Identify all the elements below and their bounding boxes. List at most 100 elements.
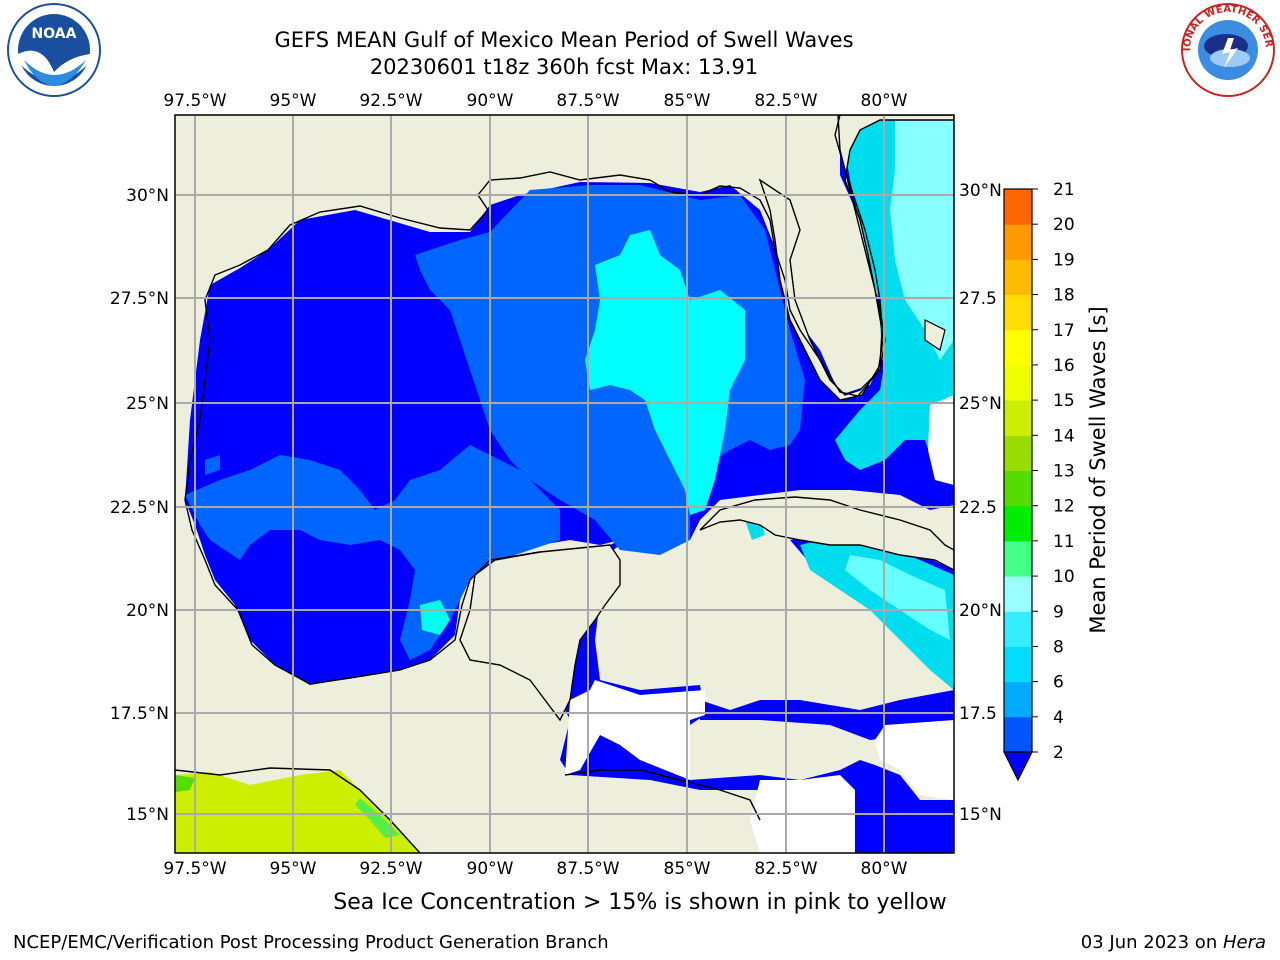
lon-label: 82.5°W <box>754 91 817 111</box>
lat-label: 22.5°N <box>110 498 169 518</box>
lat-label: 25°N <box>126 394 169 414</box>
colorbar-tick-label: 11 <box>1053 532 1075 552</box>
lon-label: 82.5°W <box>754 859 817 879</box>
cuba-land <box>699 496 954 571</box>
colorbar-tick-label: 13 <box>1053 462 1075 482</box>
colorbar-tick-label: 9 <box>1053 602 1064 622</box>
florida-land <box>758 115 954 401</box>
footer-left: NCEP/EMC/Verification Post Processing Pr… <box>13 932 609 953</box>
colorbar-segment <box>1004 505 1032 542</box>
medium-blue-zone-2 <box>205 455 220 475</box>
lon-label: 85°W <box>664 91 711 111</box>
lon-label: 85°W <box>664 859 711 879</box>
lat-label: 15°N <box>126 805 169 825</box>
colorbar-extension <box>1003 751 1033 782</box>
lat-label: 20°N <box>959 601 1002 621</box>
footer-date: 03 Jun 2023 on <box>1080 932 1223 953</box>
mexico-coastline <box>184 499 541 685</box>
map-border <box>174 114 955 854</box>
lon-label: 95°W <box>270 859 317 879</box>
lat-label: 27.5°N <box>110 289 169 309</box>
colorbar: 2 4 6 8 9 10 11 12 13 14 15 16 17 18 19 20 21 <box>1003 180 1075 782</box>
colorbar-tick-label: 17 <box>1053 321 1075 341</box>
colorbar-tick-label: 8 <box>1053 637 1064 657</box>
colorbar-tick-label: 20 <box>1053 215 1075 235</box>
lat-label: 20°N <box>126 601 169 621</box>
lon-labels-bottom: 97.5°W 95°W 92.5°W 90°W 87.5°W 85°W 82.5… <box>163 859 907 879</box>
light-cyan-zone-caribbean <box>845 555 950 640</box>
no-data-region-3 <box>875 720 954 800</box>
lat-labels-right: 30°N 27.5 25°N 22.5 20°N 17.5 15°N <box>959 181 1002 825</box>
pacific-yellow-zone <box>175 770 420 853</box>
lon-label: 90°W <box>467 91 514 111</box>
lon-labels-top: 97.5°W 95°W 92.5°W 90°W 87.5°W 85°W 82.5… <box>163 91 907 111</box>
colorbar-tick-label: 10 <box>1053 567 1075 587</box>
footer-right: 03 Jun 2023 on Hera <box>1081 932 1266 953</box>
colorbar-tick-label: 4 <box>1053 708 1064 728</box>
colorbar-segment <box>1004 329 1032 366</box>
colorbar-segment <box>1004 470 1032 507</box>
lon-label: 92.5°W <box>359 859 422 879</box>
lon-label: 95°W <box>270 91 317 111</box>
colorbar-segment <box>1004 224 1032 260</box>
lat-label: 22.5 <box>959 498 997 518</box>
no-data-region-4 <box>928 395 954 485</box>
colorbar-tick-label: 19 <box>1053 250 1075 270</box>
lat-label: 30°N <box>959 181 1002 201</box>
no-data-region <box>565 680 705 780</box>
colorbar-segment <box>1004 189 1032 225</box>
lat-label: 15°N <box>959 805 1002 825</box>
gridlines <box>175 115 954 853</box>
medium-blue-zone-west <box>185 445 560 660</box>
colorbar-tick-label: 12 <box>1053 497 1075 517</box>
lat-label: 17.5 <box>959 704 997 724</box>
cyan-zone-caribbean <box>800 535 954 690</box>
lat-label: 17.5°N <box>110 704 169 724</box>
sea-ice-note: Sea Ice Concentration > 15% is shown in … <box>333 890 947 915</box>
colorbar-tick-label: 16 <box>1053 356 1075 376</box>
lat-label: 30°N <box>126 186 169 206</box>
pacific-green-zone <box>175 775 195 792</box>
lon-label: 80°W <box>861 859 908 879</box>
cyan-zone-yucatan <box>420 600 450 635</box>
colorbar-label: Mean Period of Swell Waves [s] <box>1086 306 1110 633</box>
coastline <box>184 115 884 501</box>
lon-label: 97.5°W <box>163 91 226 111</box>
colorbar-tick-label: 15 <box>1053 391 1075 411</box>
honduras-coastline <box>564 769 761 821</box>
footer-machine: Hera <box>1222 932 1266 953</box>
colorbar-tick-label: 14 <box>1053 426 1075 446</box>
lon-label: 87.5°W <box>556 859 619 879</box>
colorbar-segment <box>1004 611 1032 647</box>
lon-label: 92.5°W <box>359 91 422 111</box>
pacific-green-zone-2 <box>355 798 400 838</box>
lat-label: 27.5 <box>959 289 997 309</box>
lat-labels-left: 30°N 27.5°N 25°N 22.5°N 20°N 17.5°N 15°N <box>110 186 169 825</box>
colorbar-segment <box>1004 681 1032 718</box>
nws-logo: NATIONAL WEATHER SERVICE <box>1178 2 1275 97</box>
colorbar-segment <box>1004 364 1032 401</box>
colorbar-segment <box>1004 576 1032 612</box>
lon-label: 80°W <box>861 91 908 111</box>
lat-label: 25°N <box>959 394 1002 414</box>
colorbar-tick-label: 21 <box>1053 180 1075 200</box>
chart-title: GEFS MEAN Gulf of Mexico Mean Period of … <box>274 28 854 52</box>
colorbar-segment <box>1004 646 1032 683</box>
lon-label: 90°W <box>467 859 514 879</box>
noaa-logo: NOAA <box>7 3 101 97</box>
cyan-zone-central <box>585 230 745 515</box>
yucatan-land <box>459 544 621 722</box>
colorbar-tick-label: 2 <box>1053 743 1064 763</box>
colorbar-segment <box>1004 716 1032 753</box>
bahamas-land <box>924 319 946 351</box>
colorbar-tick-label: 6 <box>1053 673 1064 693</box>
colorbar-tick-label: 18 <box>1053 286 1075 306</box>
colorbar-segment <box>1004 540 1032 577</box>
noaa-logo-text: NOAA <box>32 26 77 42</box>
lon-label: 97.5°W <box>163 859 226 879</box>
colorbar-segment <box>1004 400 1032 436</box>
colorbar-segment <box>1004 294 1032 331</box>
lon-label: 87.5°W <box>556 91 619 111</box>
colorbar-segment <box>1004 259 1032 296</box>
